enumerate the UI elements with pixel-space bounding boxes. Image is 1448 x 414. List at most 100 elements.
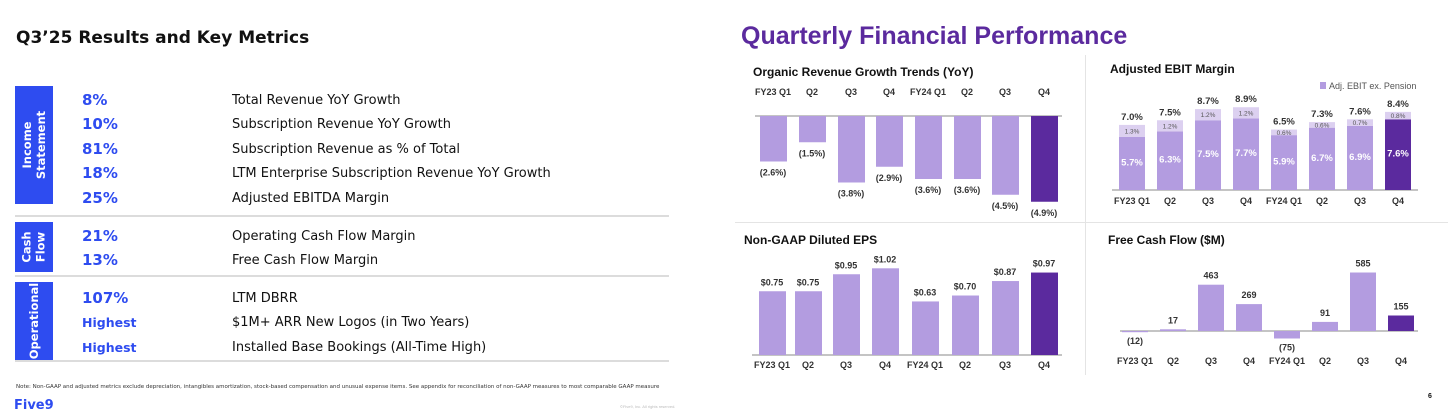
data-label: (3.6%) xyxy=(915,185,942,195)
bar xyxy=(799,116,826,143)
five9-logo: Five9 xyxy=(14,398,54,413)
x-tick-label: Q3 xyxy=(999,87,1011,97)
bar-ebit xyxy=(1119,136,1145,190)
right-title: Quarterly Financial Performance xyxy=(741,22,1128,50)
section-label: Income Statement xyxy=(15,86,53,204)
x-tick-label: Q2 xyxy=(1164,196,1176,206)
bar xyxy=(795,291,822,355)
metric-row: 25% Adjusted EBITDA Margin xyxy=(82,186,672,210)
metric-value: 21% xyxy=(82,227,118,245)
metric-row: Highest Installed Base Bookings (All-Time… xyxy=(82,335,672,359)
x-tick-label: Q4 xyxy=(1038,360,1050,370)
pension-label: 1.2% xyxy=(1163,123,1178,130)
data-label: 585 xyxy=(1355,259,1370,269)
data-label: (2.6%) xyxy=(760,168,787,178)
bar-ebit xyxy=(1233,118,1259,190)
bar xyxy=(954,116,981,179)
bar xyxy=(1160,329,1186,331)
x-tick-label: Q3 xyxy=(1202,196,1214,206)
bar xyxy=(992,281,1019,355)
footnote: Note: Non-GAAP and adjusted metrics excl… xyxy=(16,384,660,390)
divider xyxy=(15,275,669,277)
metric-label: Operating Cash Flow Margin xyxy=(232,228,416,244)
bar xyxy=(1198,284,1224,331)
data-label: $0.97 xyxy=(1033,259,1056,269)
x-tick-label: Q4 xyxy=(1392,196,1404,206)
data-label: 7.6% xyxy=(1387,149,1409,160)
divider xyxy=(735,222,1448,223)
data-label: (3.6%) xyxy=(954,185,981,195)
metric-row: 8% Total Revenue YoY Growth xyxy=(82,88,672,112)
bar-pension xyxy=(1157,120,1183,132)
metric-label: Subscription Revenue YoY Growth xyxy=(232,116,451,132)
data-label: 5.7% xyxy=(1121,157,1143,168)
x-tick-label: Q3 xyxy=(1205,356,1217,366)
x-tick-label: Q3 xyxy=(845,87,857,97)
data-label: (1.5%) xyxy=(799,148,826,158)
chart-title-ebit: Adjusted EBIT Margin xyxy=(1110,62,1235,76)
metric-row: 81% Subscription Revenue as % of Total xyxy=(82,137,672,161)
divider xyxy=(15,215,669,217)
x-tick-label: FY23 Q1 xyxy=(754,360,790,370)
data-label: $0.63 xyxy=(914,287,937,297)
data-label: 6.7% xyxy=(1311,153,1333,164)
metric-value: 8% xyxy=(82,91,108,109)
x-tick-label: Q2 xyxy=(806,87,818,97)
pension-label: 0.6% xyxy=(1277,130,1292,137)
pension-label: 0.6% xyxy=(1315,122,1330,129)
pension-label: 0.8% xyxy=(1391,113,1406,120)
metric-row: Highest $1M+ ARR New Logos (in Two Years) xyxy=(82,310,672,334)
data-label: 463 xyxy=(1203,271,1218,281)
metric-row: 18% LTM Enterprise Subscription Revenue Y… xyxy=(82,161,672,185)
data-label: 7.7% xyxy=(1235,148,1257,159)
x-tick-label: FY23 Q1 xyxy=(755,87,791,97)
x-tick-label: Q2 xyxy=(1167,356,1179,366)
data-label: $0.75 xyxy=(797,277,820,287)
bar xyxy=(915,116,942,179)
x-tick-label: FY24 Q1 xyxy=(1266,196,1302,206)
bar xyxy=(1031,116,1058,202)
bar-pension xyxy=(1347,119,1373,126)
x-tick-label: Q4 xyxy=(1243,356,1255,366)
x-tick-label: FY24 Q1 xyxy=(907,360,943,370)
bar-ebit xyxy=(1271,135,1297,190)
x-tick-label: Q2 xyxy=(959,360,971,370)
data-label: 6.3% xyxy=(1159,155,1181,166)
bar-ebit xyxy=(1195,120,1221,190)
total-label: 7.3% xyxy=(1311,109,1333,120)
bar xyxy=(833,274,860,355)
metric-value: 107% xyxy=(82,289,129,307)
bar xyxy=(760,116,787,162)
x-tick-label: Q4 xyxy=(1395,356,1407,366)
data-label: 5.9% xyxy=(1273,157,1295,168)
data-label: (3.8%) xyxy=(838,189,865,199)
x-tick-label: FY23 Q1 xyxy=(1114,196,1150,206)
bar xyxy=(1122,331,1148,333)
total-label: 6.5% xyxy=(1273,117,1295,128)
data-label: 7.5% xyxy=(1197,149,1219,160)
x-tick-label: FY24 Q1 xyxy=(910,87,946,97)
metric-value: 81% xyxy=(82,140,118,158)
section-label: Operational xyxy=(15,282,53,360)
x-tick-label: Q4 xyxy=(879,360,891,370)
x-tick-label: Q4 xyxy=(883,87,895,97)
metric-label: Subscription Revenue as % of Total xyxy=(232,141,461,157)
x-tick-label: Q3 xyxy=(840,360,852,370)
data-label: $0.70 xyxy=(954,282,977,292)
data-label: 91 xyxy=(1320,308,1330,318)
x-tick-label: Q3 xyxy=(999,360,1011,370)
metric-label: Adjusted EBITDA Margin xyxy=(232,190,390,206)
legend-swatch xyxy=(1320,82,1326,89)
metric-label: $1M+ ARR New Logos (in Two Years) xyxy=(232,314,470,330)
bar-ebit xyxy=(1385,119,1411,190)
bar xyxy=(872,268,899,355)
bar xyxy=(992,116,1019,195)
metric-value: 18% xyxy=(82,164,118,182)
data-label: 155 xyxy=(1393,302,1408,312)
divider xyxy=(1085,55,1086,375)
data-label: 6.9% xyxy=(1349,152,1371,163)
page-number: 6 xyxy=(1428,393,1432,400)
section-label: Cash Flow xyxy=(15,222,53,272)
metric-label: Total Revenue YoY Growth xyxy=(232,92,401,108)
